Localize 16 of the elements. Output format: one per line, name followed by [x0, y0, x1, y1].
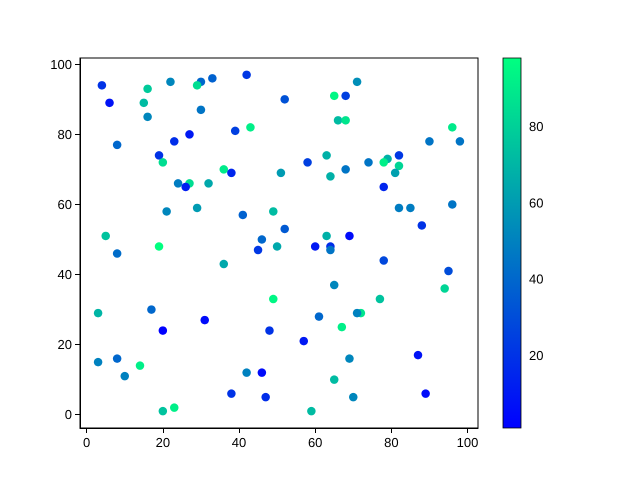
x-tick-label: 100	[456, 435, 478, 450]
y-tick-label: 60	[58, 196, 72, 212]
x-tick-label: 0	[83, 435, 90, 450]
y-tick-label: 80	[58, 126, 72, 142]
x-tick-label: 20	[156, 435, 170, 450]
x-tick-label: 80	[384, 435, 399, 450]
color-bar-label: 80	[529, 119, 544, 134]
color-bar-label: 20	[529, 348, 544, 364]
y-tick-label: 20	[58, 337, 72, 352]
y-tick-label: 0	[64, 407, 72, 422]
y-tick-label: 40	[58, 267, 72, 282]
color-bar-label: 40	[529, 272, 544, 287]
x-tick-label: 60	[308, 435, 322, 450]
x-tick-label: 40	[232, 435, 246, 450]
color-bar-label: 60	[529, 195, 544, 210]
y-tick-label: 100	[50, 56, 72, 72]
